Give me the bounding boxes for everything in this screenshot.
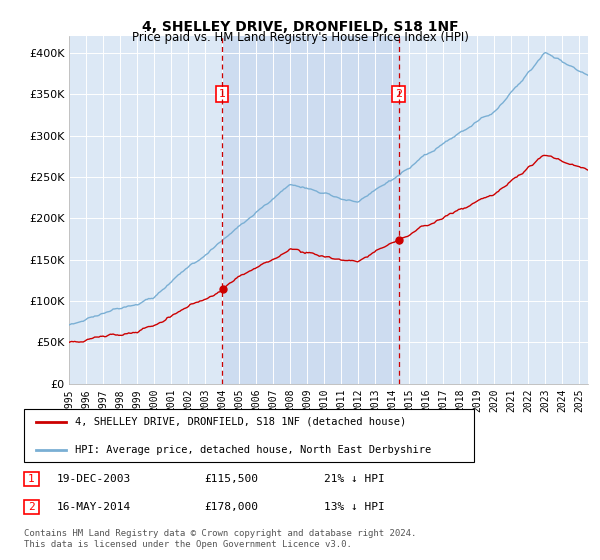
Text: 4, SHELLEY DRIVE, DRONFIELD, S18 1NF: 4, SHELLEY DRIVE, DRONFIELD, S18 1NF — [142, 20, 458, 34]
Text: 13% ↓ HPI: 13% ↓ HPI — [324, 502, 385, 511]
Text: £115,500: £115,500 — [204, 474, 258, 483]
Text: 1: 1 — [218, 89, 226, 99]
Text: HPI: Average price, detached house, North East Derbyshire: HPI: Average price, detached house, Nort… — [75, 445, 431, 455]
Bar — [222, 36, 398, 384]
Text: 1: 1 — [28, 474, 35, 483]
Text: 19-DEC-2003: 19-DEC-2003 — [57, 474, 131, 483]
Text: 16-MAY-2014: 16-MAY-2014 — [57, 502, 131, 511]
Text: 21% ↓ HPI: 21% ↓ HPI — [324, 474, 385, 483]
Text: 2: 2 — [395, 89, 402, 99]
Text: Contains HM Land Registry data © Crown copyright and database right 2024.
This d: Contains HM Land Registry data © Crown c… — [24, 529, 416, 549]
Text: 4, SHELLEY DRIVE, DRONFIELD, S18 1NF (detached house): 4, SHELLEY DRIVE, DRONFIELD, S18 1NF (de… — [75, 417, 406, 427]
Text: 2: 2 — [28, 502, 35, 511]
Text: Price paid vs. HM Land Registry's House Price Index (HPI): Price paid vs. HM Land Registry's House … — [131, 31, 469, 44]
Text: £178,000: £178,000 — [204, 502, 258, 511]
